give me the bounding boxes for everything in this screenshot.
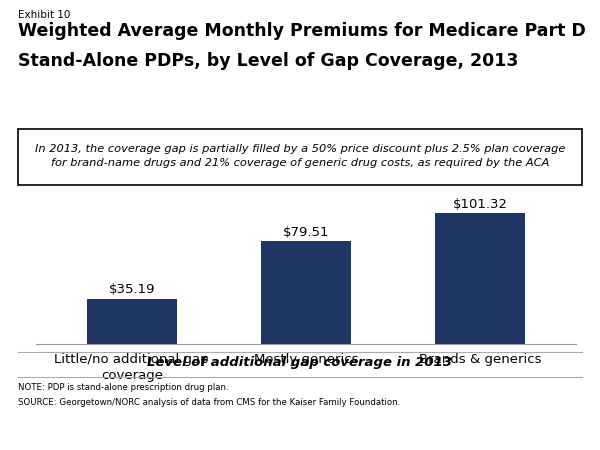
Text: $101.32: $101.32 [452, 198, 508, 211]
Text: NOTE: PDP is stand-alone prescription drug plan.: NOTE: PDP is stand-alone prescription dr… [18, 383, 229, 392]
Text: KAISER: KAISER [500, 401, 550, 414]
Text: $79.51: $79.51 [283, 226, 329, 239]
Text: Exhibit 10: Exhibit 10 [18, 10, 70, 20]
Text: $35.19: $35.19 [109, 284, 155, 297]
Text: Stand-Alone PDPs, by Level of Gap Coverage, 2013: Stand-Alone PDPs, by Level of Gap Covera… [18, 52, 518, 70]
Text: THE HENRY J.: THE HENRY J. [508, 391, 542, 396]
Text: In 2013, the coverage gap is partially filled by a 50% price discount plus 2.5% : In 2013, the coverage gap is partially f… [35, 144, 565, 168]
Text: FOUNDATION: FOUNDATION [499, 428, 551, 434]
Text: SOURCE: Georgetown/NORC analysis of data from CMS for the Kaiser Family Foundati: SOURCE: Georgetown/NORC analysis of data… [18, 398, 400, 407]
Bar [261, 241, 351, 344]
Bar [435, 213, 526, 344]
Text: Level of additional gap coverage in 2013: Level of additional gap coverage in 2013 [148, 356, 452, 369]
Text: FAMILY: FAMILY [500, 415, 550, 428]
FancyBboxPatch shape [18, 129, 582, 185]
Bar [86, 299, 177, 344]
Text: Weighted Average Monthly Premiums for Medicare Part D: Weighted Average Monthly Premiums for Me… [18, 22, 586, 40]
